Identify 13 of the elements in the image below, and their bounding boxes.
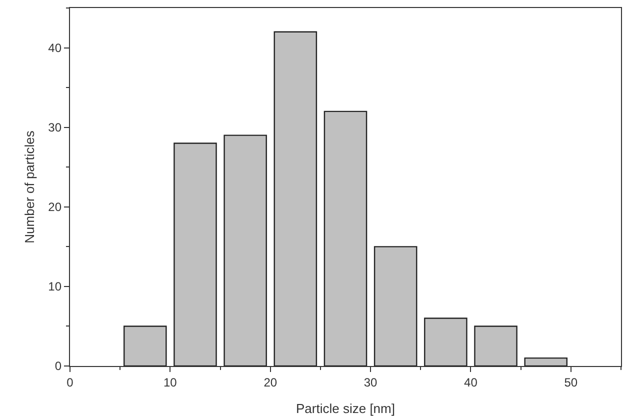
y-tick-label: 20 — [48, 200, 62, 214]
y-tick-label: 30 — [48, 120, 62, 135]
y-tick-label: 40 — [48, 40, 62, 55]
x-tick-label: 40 — [464, 376, 478, 390]
y-axis-title: Number of particles — [22, 130, 37, 244]
x-tick-label: 30 — [364, 376, 378, 390]
x-axis-title: Particle size [nm] — [296, 401, 395, 416]
y-tick-label: 10 — [48, 280, 62, 294]
x-tick-label: 10 — [164, 376, 178, 390]
x-tick-label: 20 — [264, 376, 278, 390]
y-tick-label: 0 — [54, 359, 62, 374]
x-tick-label: 0 — [66, 376, 74, 390]
x-tick-label: 50 — [564, 376, 578, 390]
